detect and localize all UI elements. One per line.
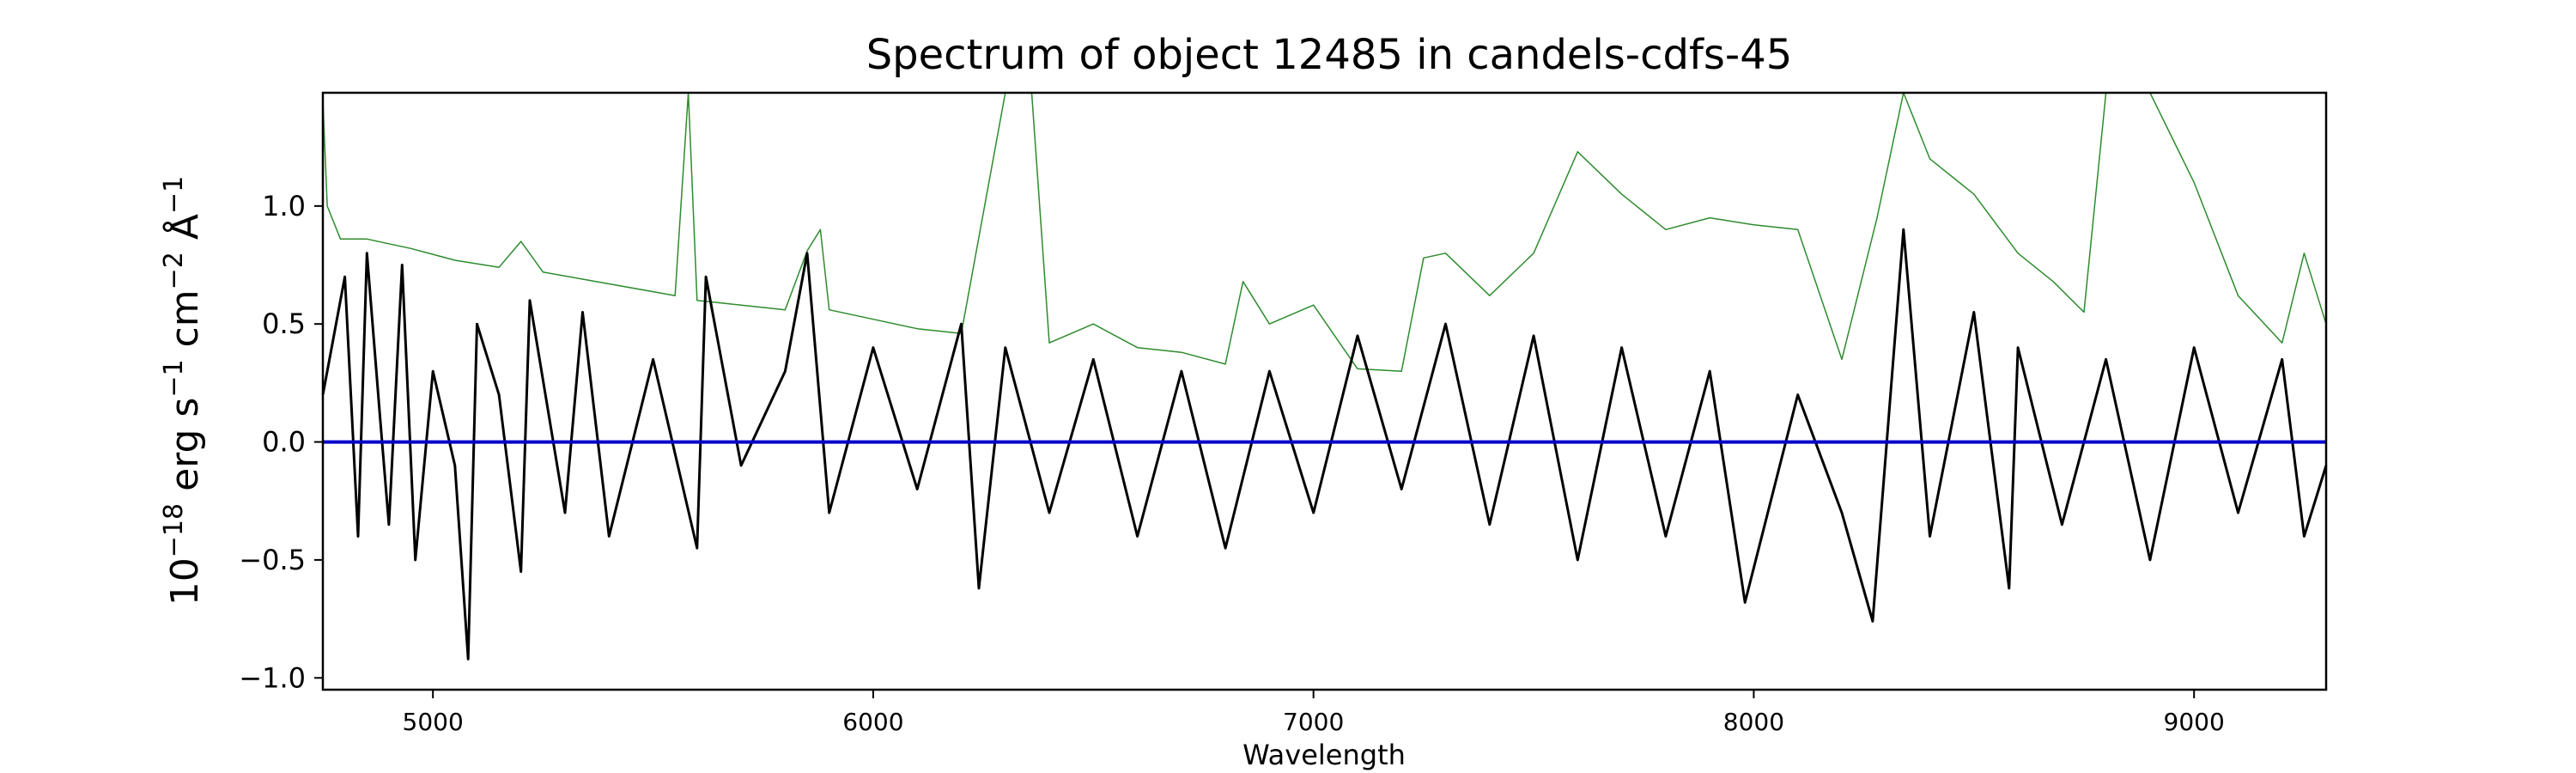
y-tick-label: −0.5 xyxy=(239,544,306,576)
y-axis: −1.0 −0.5 0.0 0.5 1.0 xyxy=(239,190,323,694)
y-label-unit1: erg s xyxy=(163,398,207,491)
chart-title: Spectrum of object 12485 in candels-cdfs… xyxy=(866,31,1793,79)
y-label-base: 10 xyxy=(163,557,207,606)
y-label-unit3: Å xyxy=(161,214,207,240)
x-tick-label: 9000 xyxy=(2164,708,2225,736)
series-layer xyxy=(321,92,2328,660)
y-tick-label: 1.0 xyxy=(262,190,306,222)
y-tick-label: 0.0 xyxy=(262,426,306,459)
noise-series-line xyxy=(322,92,2327,372)
x-tick-label: 6000 xyxy=(842,708,903,736)
x-tick-label: 8000 xyxy=(1723,708,1784,736)
y-label-exp: −18 xyxy=(159,503,189,557)
x-axis-label: Wavelength xyxy=(1242,739,1406,771)
y-label-exp2: −2 xyxy=(159,252,189,289)
y-label-exp3: −1 xyxy=(159,176,189,214)
x-tick-label: 5000 xyxy=(403,708,464,736)
x-tick-label: 7000 xyxy=(1283,708,1344,736)
flux-series-line xyxy=(321,228,2328,660)
y-label-unit2: cm xyxy=(163,289,207,347)
y-label-exp1: −1 xyxy=(159,359,189,397)
y-tick-label: −1.0 xyxy=(239,661,306,694)
plot-frame xyxy=(321,91,2328,691)
y-tick-label: 0.5 xyxy=(262,307,306,340)
y-axis-label: 10−18 erg s−1 cm−2 Å−1 xyxy=(159,176,207,606)
x-axis: 5000 6000 7000 8000 9000 xyxy=(403,690,2225,736)
